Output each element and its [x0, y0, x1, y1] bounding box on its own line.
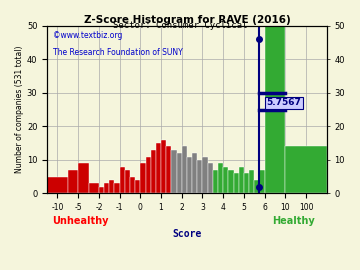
Bar: [254, 180, 260, 193]
Bar: [223, 167, 228, 193]
Text: ©www.textbiz.org: ©www.textbiz.org: [53, 31, 122, 40]
Text: The Research Foundation of SUNY: The Research Foundation of SUNY: [53, 48, 183, 57]
Bar: [213, 170, 218, 193]
Bar: [228, 170, 234, 193]
Bar: [130, 177, 135, 193]
Bar: [99, 187, 104, 193]
Text: Unhealthy: Unhealthy: [53, 215, 109, 226]
Title: Z-Score Histogram for RAVE (2016): Z-Score Histogram for RAVE (2016): [84, 15, 290, 25]
Bar: [192, 153, 197, 193]
Bar: [166, 146, 171, 193]
Bar: [202, 157, 208, 193]
Bar: [187, 157, 192, 193]
Text: Healthy: Healthy: [272, 215, 315, 226]
Bar: [249, 170, 254, 193]
Bar: [208, 163, 213, 193]
X-axis label: Score: Score: [172, 229, 202, 239]
Bar: [218, 163, 223, 193]
Bar: [104, 183, 109, 193]
Bar: [265, 26, 285, 193]
Text: 5.7567: 5.7567: [267, 98, 302, 107]
Bar: [151, 150, 156, 193]
Text: Sector: Consumer Cyclical: Sector: Consumer Cyclical: [113, 21, 247, 30]
Bar: [260, 170, 265, 193]
Bar: [109, 180, 114, 193]
Bar: [176, 153, 182, 193]
Bar: [114, 183, 120, 193]
Bar: [234, 173, 239, 193]
Bar: [120, 167, 125, 193]
Bar: [125, 170, 130, 193]
Bar: [68, 170, 78, 193]
Bar: [161, 140, 166, 193]
Bar: [197, 160, 202, 193]
Bar: [285, 146, 327, 193]
Bar: [89, 183, 99, 193]
Bar: [78, 163, 89, 193]
Y-axis label: Number of companies (531 total): Number of companies (531 total): [15, 46, 24, 173]
Bar: [47, 177, 68, 193]
Bar: [145, 157, 151, 193]
Bar: [244, 173, 249, 193]
Bar: [156, 143, 161, 193]
Bar: [140, 163, 145, 193]
Bar: [135, 180, 140, 193]
Bar: [171, 150, 176, 193]
Bar: [239, 167, 244, 193]
Bar: [182, 146, 187, 193]
